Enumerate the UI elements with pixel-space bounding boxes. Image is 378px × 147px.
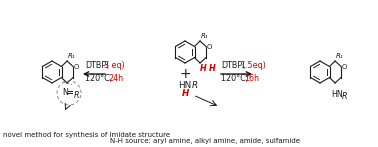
Text: 120°C,: 120°C, (221, 74, 251, 82)
Text: R₁: R₁ (336, 53, 344, 59)
Text: O: O (342, 64, 347, 70)
Text: R₁: R₁ (68, 53, 76, 59)
Text: 16h: 16h (244, 74, 259, 82)
Text: HN: HN (331, 90, 343, 99)
Text: H: H (200, 64, 206, 72)
Text: 24h: 24h (108, 74, 123, 82)
Text: N-H source: aryl amine, alkyl amine, amide, sulfamide: N-H source: aryl amine, alkyl amine, ami… (110, 138, 300, 144)
Text: H: H (181, 88, 189, 97)
Text: DTBP(: DTBP( (221, 61, 245, 70)
Text: +: + (179, 67, 191, 81)
Text: O: O (74, 64, 79, 70)
Text: R: R (74, 91, 79, 100)
Text: N: N (62, 87, 68, 96)
Text: R₁: R₁ (201, 33, 209, 39)
Text: R: R (342, 92, 347, 101)
Text: DTBP(: DTBP( (85, 61, 109, 70)
Text: 1.5eq): 1.5eq) (240, 61, 266, 70)
Text: 3 eq): 3 eq) (104, 61, 125, 70)
Text: novel method for synthesis of imidate structure: novel method for synthesis of imidate st… (3, 132, 170, 138)
Text: H: H (209, 64, 215, 72)
Text: HN: HN (178, 81, 191, 90)
Text: O: O (207, 44, 212, 50)
Text: 120°C,: 120°C, (85, 74, 115, 82)
Text: R: R (192, 81, 198, 90)
